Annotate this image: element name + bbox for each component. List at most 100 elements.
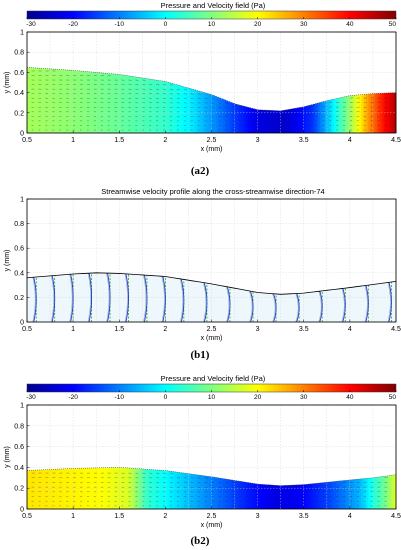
a2-velocity-arrow [232,107,236,109]
b1-velocity-profile-shadow [124,273,128,323]
b2-pressure-cell [206,476,210,509]
a2-pressure-cell [130,76,134,133]
b2-pressure-cell [354,479,358,509]
a2-pressure-cell [241,105,245,133]
a2-velocity-arrow [218,102,222,104]
a2-pressure-cell [119,74,122,133]
a2-pressure-cell [213,95,217,133]
b2-pressure-cell [54,469,58,509]
b2-pressure-cell [179,472,182,509]
a2-pressure-cell [269,110,272,133]
a2-x-tick-label: 2.5 [207,137,217,144]
b2-pressure-cell [103,467,106,509]
b2-pressure-cell [253,483,256,509]
a2-pressure-cell [190,89,194,133]
a2-pressure-cell [255,109,259,133]
a2-pressure-cell [156,80,159,133]
b2-pressure-cell [183,473,187,509]
b2-pressure-cell [176,472,180,509]
a2-pressure-cell [40,68,44,133]
b2-pressure-cell [269,484,272,509]
b2-pressure-cell [195,474,199,509]
a2-pressure-cell [135,77,139,133]
b2-y-tick-label: 0.4 [14,465,24,472]
a2-pressure-cell [338,97,342,133]
b2-pressure-cell [280,485,284,509]
a2-pressure-cell [246,107,249,133]
b1-velocity-profile [203,283,208,323]
a2-y-tick-label: 0.4 [14,90,24,97]
a2-pressure-cell [379,93,383,133]
b2-pressure-cell [366,478,369,509]
b2-pressure-cell [213,477,217,509]
a2-pressure-cell [349,95,353,133]
a2-pressure-cell [126,75,129,133]
a2-pressure-cell [312,104,316,133]
b2-pressure-cell [243,482,247,509]
b2-pressure-cell [50,469,53,509]
b2-pressure-cell [209,476,212,509]
b2-pressure-cell [292,485,295,509]
a2-pressure-cell [179,85,182,133]
a2-velocity-arrow [239,107,243,109]
a2-colorbar-tick-label: 20 [254,21,262,28]
a2-pressure-cell [133,76,136,133]
a2-velocity-arrow [211,102,215,104]
b2-pressure-cell [193,474,196,509]
a2-velocity-vectors [31,70,388,131]
a2-pressure-cell [370,93,374,133]
b2-x-tick-label: 3 [256,513,260,520]
b2-pressure-cell [93,467,97,509]
b2-pressure-cell [287,485,291,509]
b2-pressure-cell [66,468,69,509]
a2-pressure-cell [68,70,72,133]
b2-x-tick-label: 0.5 [22,513,32,520]
b2-pressure-cell [135,468,139,509]
b2-pressure-cell [204,475,208,509]
a2-pressure-cell [206,93,210,133]
b1-velocity-profile-shadow [106,273,110,323]
b2-y-axis-label: y (mm) [4,446,11,468]
b2-pressure-cell [218,478,222,509]
b2-x-tick-label: 3.5 [299,513,309,520]
a2-pressure-cell [264,110,268,133]
b2-x-axis-label: x (mm) [201,522,223,529]
b2-pressure-cell [227,479,231,509]
a2-velocity-arrow [169,93,173,95]
a2-pressure-cell [75,70,79,133]
b2-pressure-cell [36,470,39,509]
a2-pressure-cell [107,73,111,133]
a2-velocity-arrow [176,93,180,95]
b2-pressure-cell [33,470,37,509]
b2-pressure-cell [181,472,185,509]
a2-pressure-cell [280,110,284,133]
b2-pressure-cell [77,468,81,509]
a2-pressure-cell [151,79,155,133]
b2-pressure-cell [45,469,49,509]
b1-velocity-profile-shadow [180,279,184,323]
b2-pressure-cell [229,479,233,509]
a2-pressure-cell [98,72,102,133]
a2-pressure-cell [361,94,365,133]
b2-pressure-cell [331,481,335,509]
a2-velocity-arrow [252,111,257,113]
b2-pressure-cell [174,471,178,509]
a2-pressure-cell [43,68,46,133]
a2-pressure-cell [324,100,328,133]
b2-pressure-cell [266,484,270,509]
b2-x-tick-label: 1 [71,513,75,520]
b2-pressure-cell [262,484,265,509]
a2-x-tick-label: 3 [256,137,260,144]
a2-colorbar-tick-label: -30 [26,21,36,28]
b2-pressure-cell [310,483,314,509]
a2-x-tick-label: 2 [163,137,167,144]
a2-y-tick-label: 0 [20,131,24,138]
b2-pressure-cell [43,469,46,509]
b1-velocity-profile [51,275,56,323]
a2-pressure-cell [38,68,42,133]
a2-velocity-arrow [197,97,201,99]
b2-pressure-cell [232,480,235,509]
panel-b2: Pressure and Velocity field (Pa) -30 -20-… [4,374,401,547]
a2-pressure-cell [91,72,95,133]
a2-pressure-cell [271,110,275,133]
